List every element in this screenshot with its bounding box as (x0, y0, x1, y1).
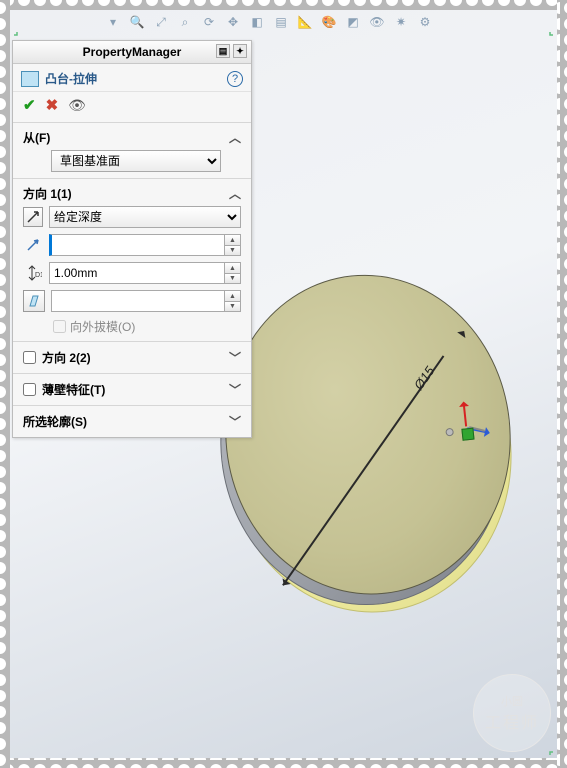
expand-icon[interactable]: ﹀ (229, 381, 241, 398)
heads-up-toolbar: ▾ 🔍 ⤢ ⌕ ⟳ ✥ ◧ ▤ 📐 🎨 ◩ 👁 ✷ ⚙ (100, 10, 438, 34)
help-icon[interactable]: ? (227, 71, 243, 87)
direction1-label: 方向 1(1) (23, 185, 72, 202)
boss-extrude-icon (21, 71, 39, 87)
rotate-icon[interactable]: ⟳ (200, 13, 218, 31)
render-icon[interactable]: ✷ (392, 13, 410, 31)
from-select[interactable]: 草图基准面 (51, 150, 221, 172)
spinner-down-button[interactable]: ▼ (224, 245, 240, 255)
draft-outward-checkbox[interactable] (53, 320, 66, 333)
spinner-up-button[interactable]: ▲ (224, 291, 240, 301)
expand-icon[interactable]: ﹀ (229, 413, 241, 430)
draft-outward-row: 向外拔模(O) (53, 318, 241, 335)
draft-angle-spinner: ▲ ▼ (224, 291, 240, 311)
spinner-up-button[interactable]: ▲ (224, 263, 240, 273)
cancel-button[interactable]: ✖ (46, 96, 59, 114)
svg-text:D1: D1 (35, 272, 42, 279)
from-section: 从(F) ︿ 草图基准面 (13, 123, 251, 179)
selected-contours-section: 所选轮廓(S) ﹀ (13, 406, 251, 437)
draft-input[interactable] (50, 263, 222, 283)
hide-icon[interactable]: 👁 (368, 13, 386, 31)
draft-on-off-button[interactable] (23, 290, 45, 312)
zoom-icon[interactable]: 🔍 (128, 13, 146, 31)
spinner-up-button[interactable]: ▲ (224, 235, 240, 245)
thin-feature-label: 薄壁特征(T) (42, 381, 105, 398)
property-manager-panel: PropertyManager ▤ ✦ 凸台-拉伸 ? ✔ ✖ 👁 从(F) ︿… (12, 40, 252, 438)
feature-title-row: 凸台-拉伸 ? (13, 64, 251, 92)
section-icon[interactable]: ▤ (272, 13, 290, 31)
expand-icon[interactable]: ﹀ (229, 349, 241, 366)
depth-input-wrap: ▲ ▼ (49, 234, 241, 256)
draft-angle-input[interactable] (52, 291, 222, 311)
preview-button[interactable]: 👁 (68, 97, 86, 114)
zoom-fit-icon[interactable]: ⤢ (152, 13, 170, 31)
pm-header: PropertyManager ▤ ✦ (13, 41, 251, 64)
direction-arrow-icon (23, 235, 43, 255)
pushpin-icon[interactable]: ✦ (233, 44, 247, 58)
zoom-area-icon[interactable]: ⌕ (176, 13, 194, 31)
ok-button[interactable]: ✔ (23, 96, 36, 114)
display-icon[interactable]: ◩ (344, 13, 362, 31)
corner-check-icon (542, 32, 554, 44)
reverse-direction-button[interactable] (23, 207, 43, 227)
depth-input[interactable] (52, 235, 222, 255)
thin-feature-checkbox[interactable] (23, 383, 36, 396)
draft-input-wrap: ▲ ▼ (49, 262, 241, 284)
feature-name: 凸台-拉伸 (45, 70, 227, 87)
draft-angle-wrap: ▲ ▼ (51, 290, 241, 312)
origin-triad[interactable] (447, 418, 491, 462)
end-condition-select[interactable]: 给定深度 (49, 206, 241, 228)
collapse-icon[interactable]: ︿ (229, 129, 241, 146)
appearance-icon[interactable]: 🎨 (320, 13, 338, 31)
settings-icon[interactable]: ⚙ (416, 13, 434, 31)
watermark-top: 小圆 (501, 693, 523, 709)
view-icon[interactable]: ◧ (248, 13, 266, 31)
watermark: 小圆 工程师 (473, 674, 551, 752)
depth-spinner: ▲ ▼ (224, 235, 240, 255)
collapse-icon[interactable]: ︿ (229, 185, 241, 202)
viewport[interactable]: ▾🔍⤢⌕⟳✥◧▤📐🎨◩👁✷⚙ Ø15 PropertyManager ▤ ✦ (10, 10, 557, 758)
corner-check-icon (542, 743, 554, 755)
depth-d1-icon: D1 (23, 263, 43, 283)
direction2-label: 方向 2(2) (42, 349, 91, 366)
thin-feature-section: 薄壁特征(T) ﹀ (13, 374, 251, 406)
draft-icon (27, 294, 41, 308)
draft-outward-label: 向外拔模(O) (70, 318, 135, 335)
orientation-icon[interactable]: ▾ (104, 13, 122, 31)
from-label: 从(F) (23, 129, 50, 146)
keep-visible-icon[interactable]: ▤ (216, 44, 230, 58)
draft-spinner: ▲ ▼ (224, 263, 240, 283)
pan-icon[interactable]: ✥ (224, 13, 242, 31)
pm-header-title: PropertyManager (83, 45, 182, 59)
reverse-arrow-icon (26, 210, 40, 224)
selected-contours-label: 所选轮廓(S) (23, 413, 87, 430)
direction2-section: 方向 2(2) ﹀ (13, 342, 251, 374)
watermark-main: 工程师 (485, 709, 539, 733)
confirm-row: ✔ ✖ 👁 (13, 92, 251, 123)
measure-icon[interactable]: 📐 (296, 13, 314, 31)
spinner-down-button[interactable]: ▼ (224, 301, 240, 311)
direction-handle-icon[interactable] (461, 428, 474, 441)
direction1-section: 方向 1(1) ︿ 给定深度 ▲ ▼ (13, 179, 251, 342)
triad-origin-icon (445, 428, 454, 437)
direction2-checkbox[interactable] (23, 351, 36, 364)
spinner-down-button[interactable]: ▼ (224, 273, 240, 283)
